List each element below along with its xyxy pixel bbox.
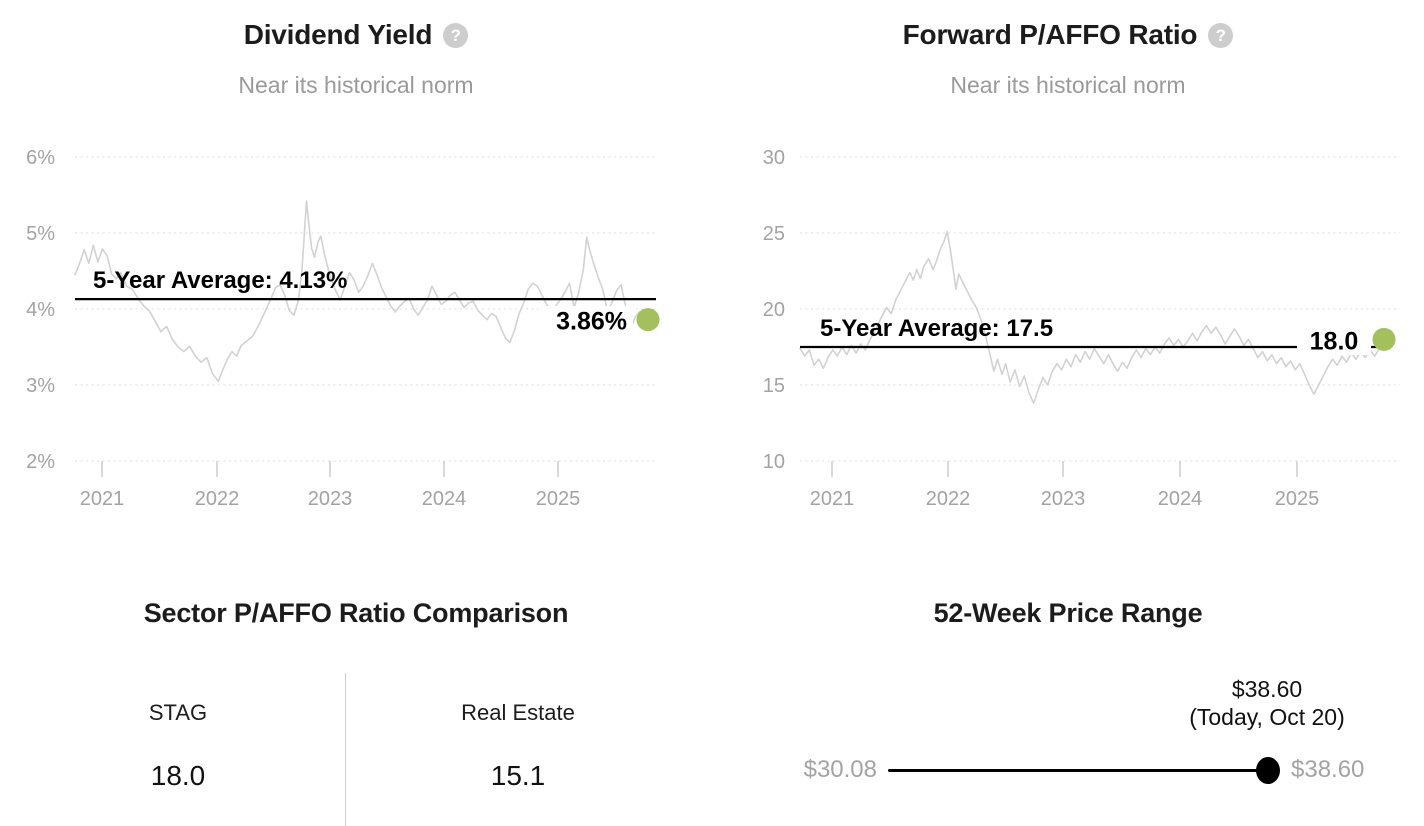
x-axis-label: 2024 bbox=[422, 488, 467, 510]
range-min-label: $30.08 bbox=[803, 756, 877, 783]
today-price-dot bbox=[1256, 757, 1280, 784]
column-divider bbox=[345, 673, 346, 826]
today-price-label: $38.60 bbox=[1231, 676, 1303, 702]
y-axis-label: 3% bbox=[26, 375, 55, 397]
x-axis-label: 2025 bbox=[536, 488, 581, 510]
y-axis-label: 5% bbox=[26, 223, 55, 245]
dividend-yield-header: Dividend Yield ? bbox=[0, 12, 712, 58]
paffo-subtitle: Near its historical norm bbox=[950, 72, 1186, 98]
question-mark-icon[interactable]: ? bbox=[443, 22, 469, 48]
paffo-title: Forward P/AFFO Ratio bbox=[902, 19, 1198, 50]
sector-column-label-stag: STAG bbox=[148, 700, 208, 725]
dividend-yield-plot: 6% 5% 4% 3% 2% 2021 2022 2023 2024 2025 5-Year Ave… bbox=[26, 147, 660, 510]
label-backing bbox=[1297, 325, 1371, 355]
x-axis-label: 2025 bbox=[1275, 488, 1320, 510]
label-backing bbox=[538, 306, 633, 336]
today-price-block: $38.60 (Today, Oct 20) bbox=[1189, 675, 1345, 731]
x-axis-label: 2023 bbox=[1041, 488, 1086, 510]
current-value-label: 18.0 bbox=[1310, 327, 1359, 355]
today-price-caption: (Today, Oct 20) bbox=[1189, 704, 1345, 730]
y-axis-label: 4% bbox=[26, 299, 55, 321]
y-axis-label: 15 bbox=[763, 375, 785, 397]
sector-comparison-title: Sector P/AFFO Ratio Comparison bbox=[143, 598, 569, 628]
sector-column-value-real-estate: 15.1 bbox=[490, 760, 546, 791]
question-mark-icon[interactable]: ? bbox=[1208, 22, 1234, 48]
x-axis-label: 2022 bbox=[195, 488, 240, 510]
sector-column-value-stag: 18.0 bbox=[150, 760, 206, 791]
sector-column-label-real-estate: Real Estate bbox=[461, 700, 575, 725]
current-value-dot bbox=[1372, 327, 1396, 351]
y-axis-label: 10 bbox=[763, 451, 785, 473]
x-axis-label: 2024 bbox=[1158, 488, 1203, 510]
average-label: 5-Year Average: 17.5 bbox=[820, 315, 1053, 342]
dividend-yield-subtitle: Near its historical norm bbox=[238, 72, 474, 98]
price-range-title: 52-Week Price Range bbox=[933, 598, 1203, 628]
y-axis-label: 30 bbox=[763, 147, 785, 169]
current-value-dot bbox=[636, 308, 660, 332]
range-max-label: $38.60 bbox=[1291, 756, 1365, 783]
dividend-yield-title: Dividend Yield bbox=[243, 19, 433, 50]
series-line bbox=[799, 230, 1385, 405]
y-axis-label: 6% bbox=[26, 147, 55, 169]
x-axis-label: 2021 bbox=[810, 488, 855, 510]
x-axis-label: 2021 bbox=[80, 488, 125, 510]
x-axis-label: 2023 bbox=[308, 488, 353, 510]
y-axis-label: 25 bbox=[763, 223, 785, 245]
current-value-label: 3.86% bbox=[556, 308, 627, 336]
x-axis-label: 2022 bbox=[926, 488, 971, 510]
paffo-header: Forward P/AFFO Ratio ? bbox=[712, 12, 1424, 58]
y-axis-label: 20 bbox=[763, 299, 785, 321]
paffo-plot: 30 25 20 15 10 2021 2022 2023 2024 2025 5-Year Ave… bbox=[763, 147, 1400, 510]
average-label: 5-Year Average: 4.13% bbox=[93, 267, 347, 294]
price-range-line bbox=[888, 769, 1268, 772]
y-axis-label: 2% bbox=[26, 451, 55, 473]
